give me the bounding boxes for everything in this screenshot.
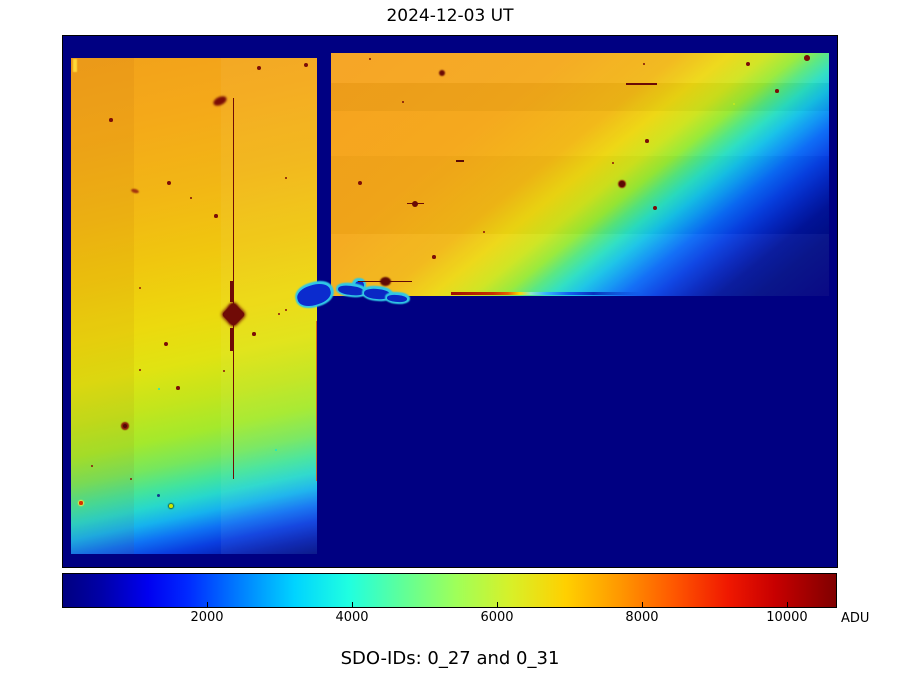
galaxy [211,94,229,108]
plot-title: 2024-12-03 UT [386,6,514,26]
star [304,63,308,67]
star [611,161,615,165]
colorbar-tick-label: 6000 [480,610,514,625]
colorbar-tick-label: 4000 [335,610,369,625]
star [652,205,658,211]
bleed-column-thick [229,328,234,351]
saturated-star [220,301,246,327]
star [642,62,646,66]
bright-star [169,504,173,508]
star [129,477,133,481]
star [109,118,113,122]
star [368,57,372,61]
star [189,196,193,200]
star [645,139,649,143]
star [176,386,180,390]
cosmic-dash [456,160,464,162]
star [432,255,436,259]
panel-edge-glow-strip [451,292,641,295]
colorbar [62,573,837,608]
star [357,180,363,186]
colorbar-tick-label: 10000 [766,610,808,625]
star [122,423,128,429]
panel-corner-glow [72,59,77,72]
bad-row-dash [626,83,657,85]
bright-star [79,501,83,505]
star [138,286,142,290]
star [257,66,261,70]
star [482,230,486,234]
star [284,308,288,312]
star [90,464,94,468]
star [167,181,171,185]
colorbar-unit-label: ADU [841,611,870,626]
star [401,100,405,104]
star [804,55,810,61]
hot-pixel [733,103,735,105]
star [252,332,256,336]
faint-star [156,493,160,497]
star [277,312,281,316]
star [619,181,625,187]
left-detector-panel-band [71,58,134,554]
chip-edge-glow [316,321,318,481]
star [284,176,288,180]
streak-star [379,276,391,287]
image-features-layer [63,36,837,567]
plot-axes [62,35,838,568]
star [438,69,446,77]
faint-galaxy [130,188,140,194]
star [163,341,169,347]
colorbar-tick-labels: 2000 4000 6000 8000 10000 [62,610,837,630]
right-detector-panel [331,53,829,296]
star [775,89,779,93]
figure-caption: SDO-IDs: 0_27 and 0_31 [340,648,560,669]
right-detector-panel-band [331,53,829,83]
star [214,214,218,218]
star [138,368,142,372]
star [745,61,751,67]
right-detector-panel-band [331,234,829,296]
hot-pixel [158,388,160,390]
bleed-column-thick [229,281,234,302]
star-with-streak [412,201,418,207]
hot-pixel [274,448,278,452]
star [222,369,226,373]
colorbar-tick-label: 2000 [190,610,224,625]
colorbar-tick-label: 8000 [625,610,659,625]
